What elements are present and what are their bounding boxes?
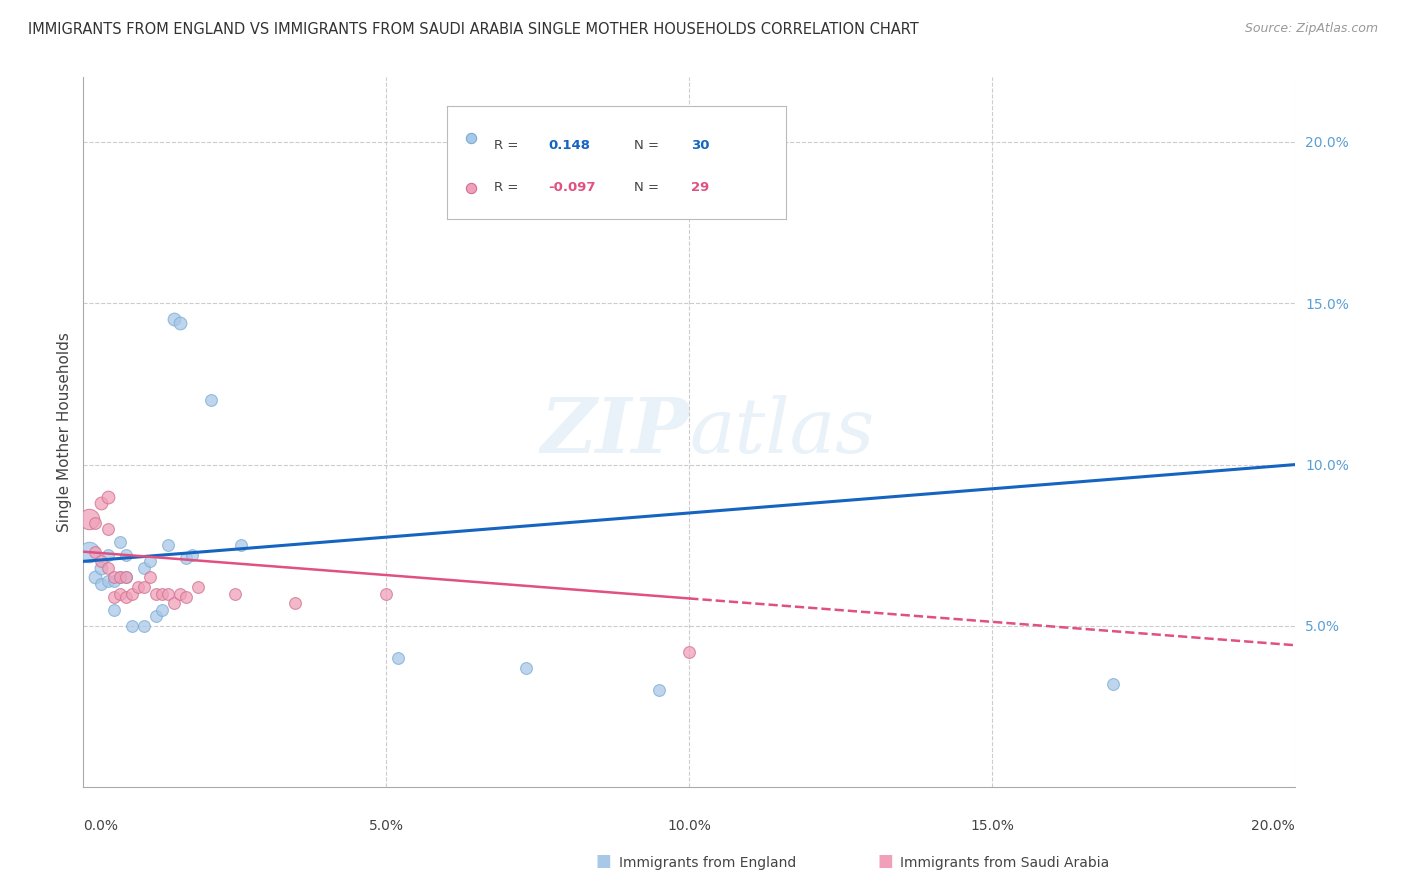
Text: Immigrants from England: Immigrants from England xyxy=(619,855,796,870)
Text: ZIP: ZIP xyxy=(540,395,689,469)
Text: Source: ZipAtlas.com: Source: ZipAtlas.com xyxy=(1244,22,1378,36)
Point xyxy=(90,496,112,510)
Text: ■: ■ xyxy=(596,852,612,870)
Point xyxy=(114,590,136,604)
Point xyxy=(375,586,398,600)
Text: ■: ■ xyxy=(877,852,893,870)
Text: 15.0%: 15.0% xyxy=(970,820,1014,833)
Point xyxy=(139,554,162,568)
Point xyxy=(84,516,107,530)
Point xyxy=(709,167,731,181)
Point xyxy=(132,561,155,575)
Point xyxy=(229,538,252,552)
Text: 5.0%: 5.0% xyxy=(368,820,404,833)
Point xyxy=(169,316,191,330)
Point xyxy=(90,577,112,591)
Point xyxy=(224,586,246,600)
Point xyxy=(387,651,409,665)
Point xyxy=(114,570,136,584)
Point xyxy=(515,661,537,675)
Point xyxy=(678,645,700,659)
Text: 10.0%: 10.0% xyxy=(668,820,711,833)
Point xyxy=(127,580,149,594)
Point xyxy=(150,603,173,617)
Point xyxy=(121,619,143,633)
Point xyxy=(108,570,131,584)
Point xyxy=(150,586,173,600)
Y-axis label: Single Mother Households: Single Mother Households xyxy=(58,333,72,533)
Point xyxy=(181,548,204,562)
Point xyxy=(114,548,136,562)
Point xyxy=(103,590,125,604)
Point xyxy=(145,609,167,624)
Point xyxy=(163,596,186,610)
Point xyxy=(200,392,222,407)
Text: atlas: atlas xyxy=(689,395,875,469)
Point xyxy=(108,586,131,600)
Point xyxy=(96,522,118,536)
Point xyxy=(108,570,131,584)
Point xyxy=(79,512,101,526)
Point xyxy=(103,574,125,588)
Point xyxy=(108,535,131,549)
Point xyxy=(90,561,112,575)
Point xyxy=(84,570,107,584)
Text: IMMIGRANTS FROM ENGLAND VS IMMIGRANTS FROM SAUDI ARABIA SINGLE MOTHER HOUSEHOLDS: IMMIGRANTS FROM ENGLAND VS IMMIGRANTS FR… xyxy=(28,22,920,37)
Point xyxy=(96,561,118,575)
Point xyxy=(157,586,180,600)
Point xyxy=(284,596,307,610)
Point xyxy=(121,586,143,600)
Point xyxy=(103,570,125,584)
Point xyxy=(187,580,209,594)
Text: 20.0%: 20.0% xyxy=(1251,820,1295,833)
Point xyxy=(96,574,118,588)
Point xyxy=(96,548,118,562)
Point xyxy=(132,580,155,594)
Point xyxy=(648,683,671,698)
Point xyxy=(1102,677,1125,691)
Point xyxy=(139,570,162,584)
Point xyxy=(176,551,198,566)
Point xyxy=(84,544,107,558)
Text: Immigrants from Saudi Arabia: Immigrants from Saudi Arabia xyxy=(900,855,1109,870)
Point xyxy=(169,586,191,600)
Point xyxy=(96,490,118,504)
Point xyxy=(176,590,198,604)
Point xyxy=(79,544,101,558)
Point xyxy=(90,554,112,568)
Point xyxy=(103,603,125,617)
Point xyxy=(114,570,136,584)
Point xyxy=(145,586,167,600)
Point xyxy=(163,312,186,326)
Point xyxy=(132,619,155,633)
Point xyxy=(157,538,180,552)
Text: 0.0%: 0.0% xyxy=(83,820,118,833)
